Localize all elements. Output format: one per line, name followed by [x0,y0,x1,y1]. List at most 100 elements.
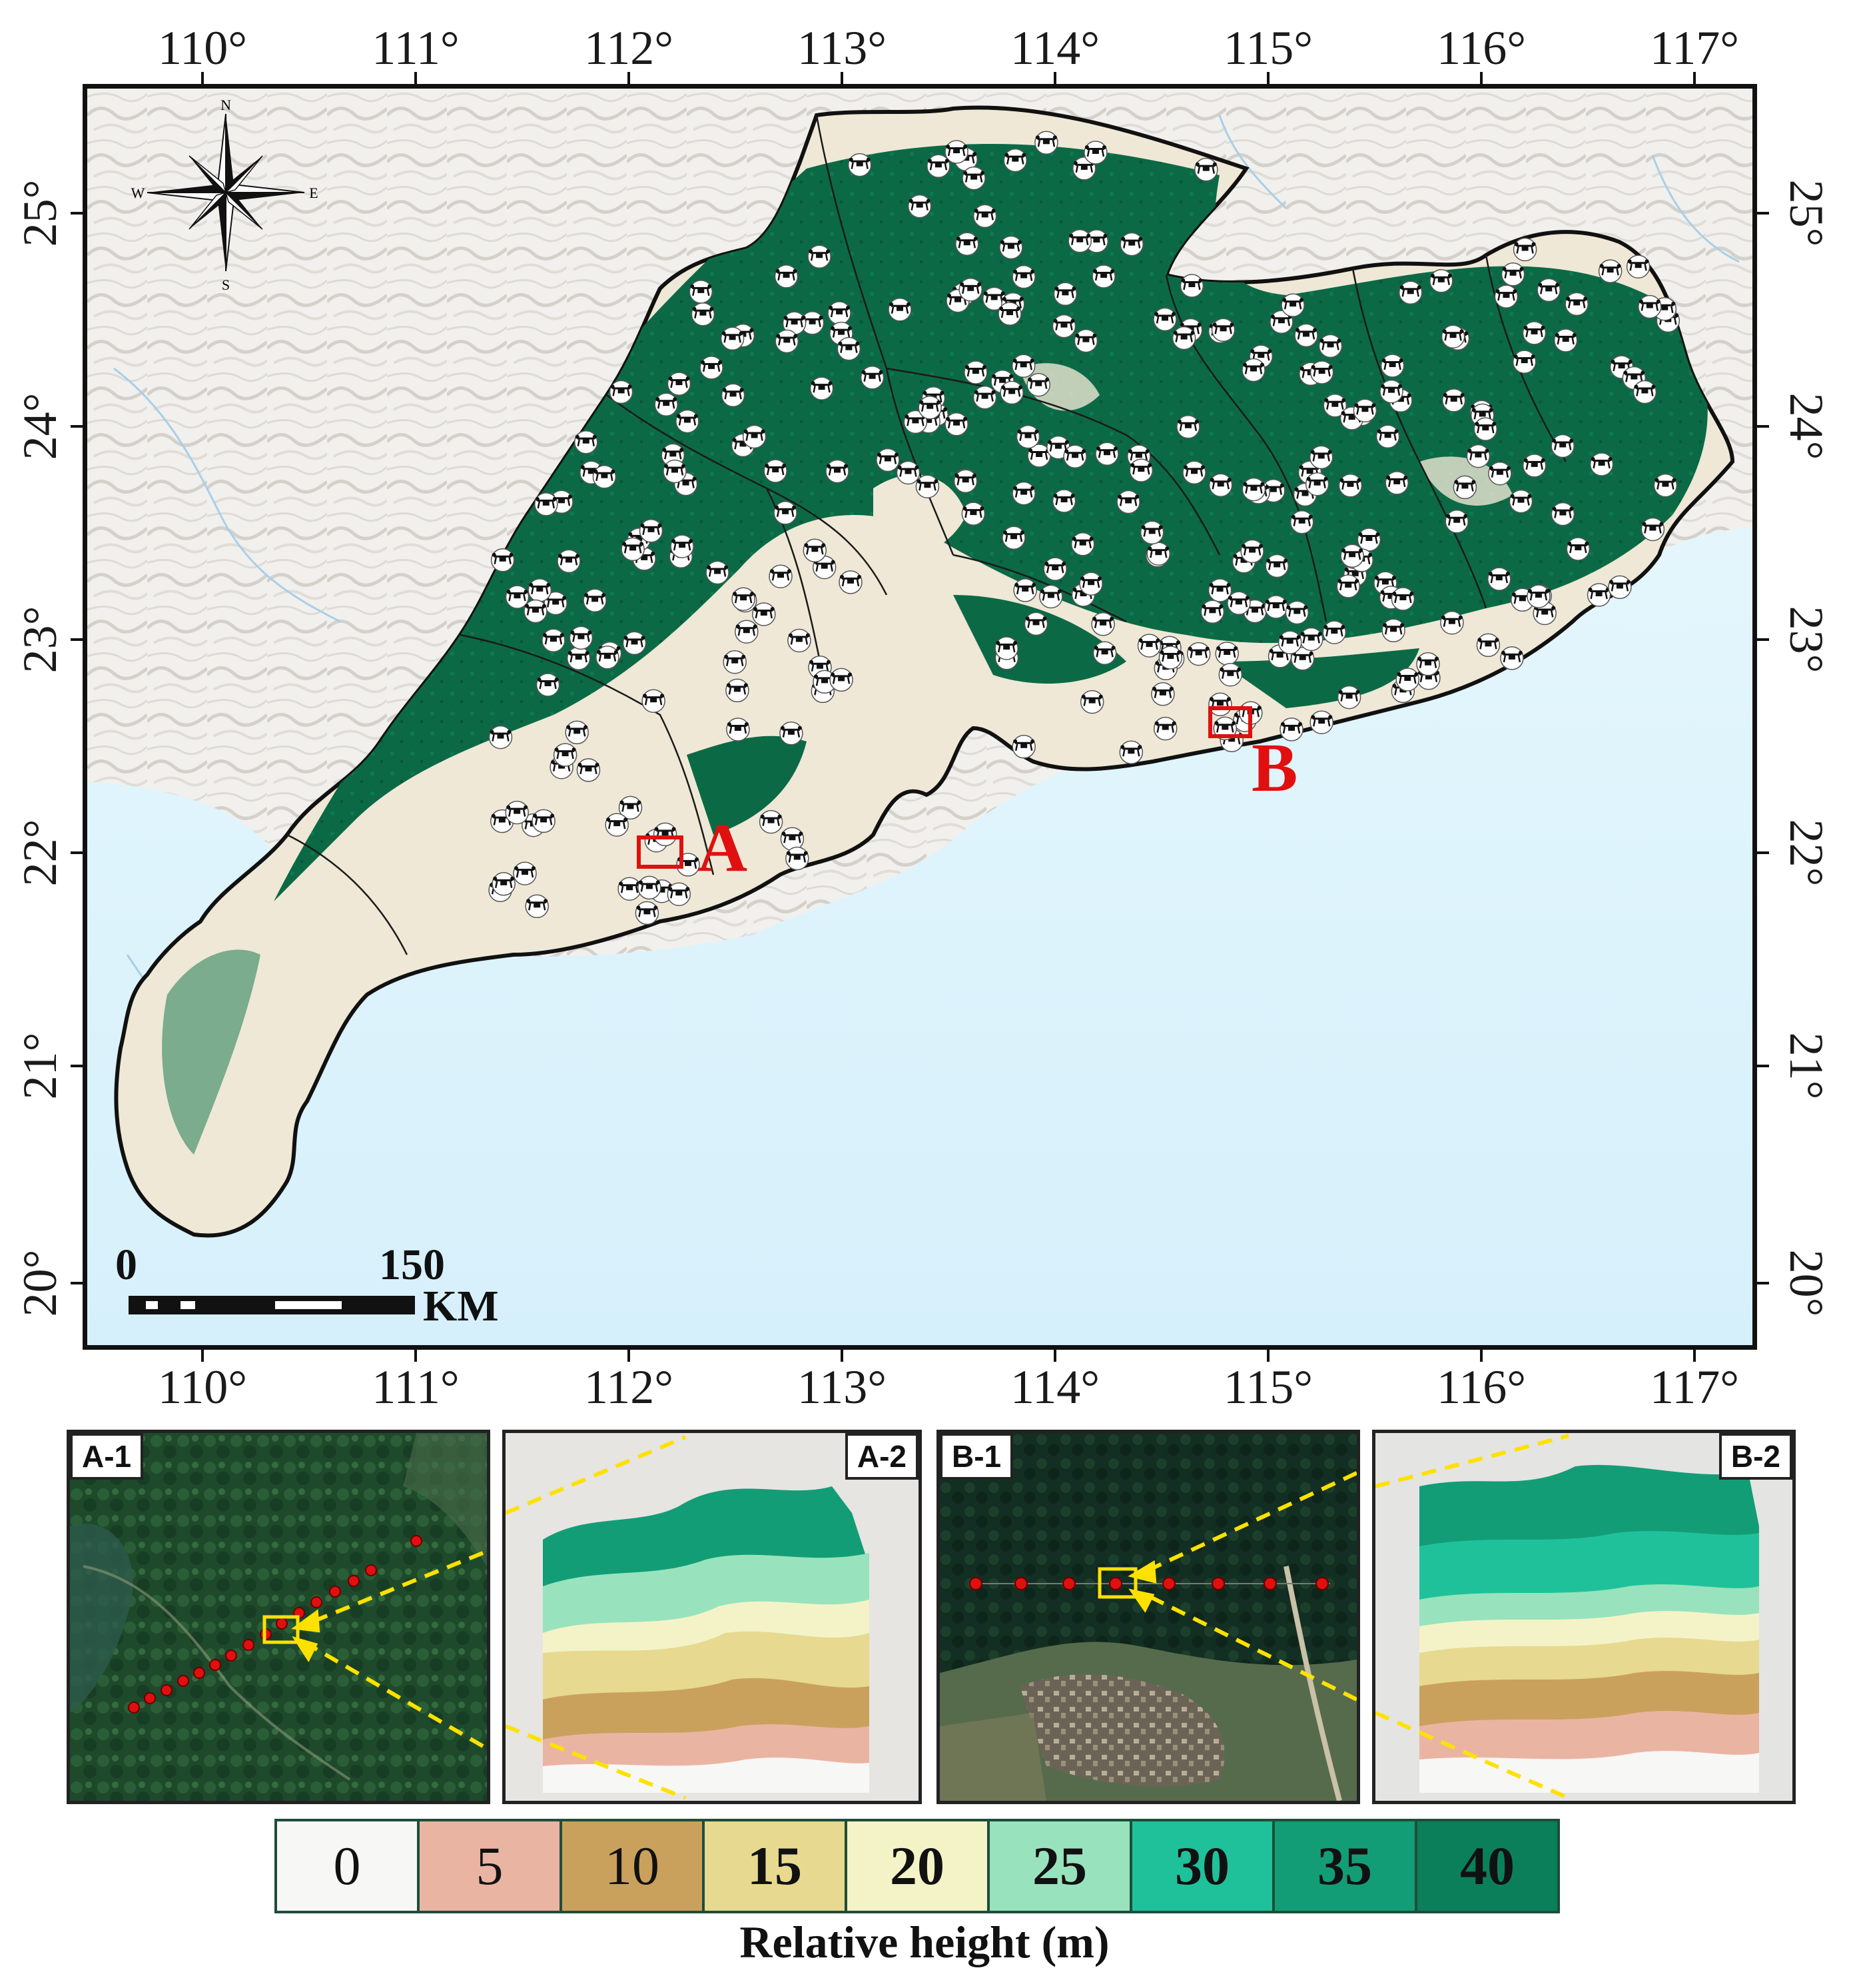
drone-icon [1638,294,1662,319]
drone-icon [1002,526,1026,550]
drone-icon [809,376,834,400]
drone-icon [807,245,831,268]
drone-icon [1016,424,1040,449]
inset-label-b2: B-2 [1718,1433,1792,1480]
drone-icon [1553,328,1578,352]
drone-icon [1084,141,1108,165]
main-map: N S E W A B 0 150 KM [83,84,1757,1350]
drone-icon [1290,510,1314,534]
drone-icon [1338,474,1363,498]
drone-icon [752,602,776,626]
drone-icon [1501,262,1525,286]
drone-icon [1208,578,1232,602]
drone-icon [1476,633,1501,658]
compass-n: N [220,97,231,113]
drone-icon [705,560,729,585]
site-box-b [1208,706,1252,738]
drone-icon [1305,472,1329,496]
legend-class-5: 5 [417,1819,562,1913]
drone-icon [524,599,548,624]
drone-icon [1278,630,1302,654]
drone-icon [1194,157,1218,182]
drone-icon [1011,354,1036,378]
drone-icon [1294,323,1318,348]
b1-sample-points [969,1577,1329,1590]
scale-end: 150 [379,1241,445,1289]
drone-icon [763,459,787,483]
drone-icon [1265,554,1289,578]
drone-icon [667,882,691,906]
a1-arrows [291,1551,484,1748]
drone-icon [1380,354,1405,378]
compass-s: S [222,276,230,293]
drone-icon [774,264,799,288]
drone-icon [1429,269,1453,293]
drone-icon [742,424,767,449]
drone-icon [773,501,797,525]
drone-icon [1242,477,1266,502]
drone-icon [926,154,950,179]
drone-icon [592,464,617,489]
drone-icon [1146,542,1171,566]
drone-icon [574,430,598,454]
drone-icon [557,549,581,574]
drone-icon [1309,445,1333,470]
drone-icon [595,646,619,670]
drone-icon [972,204,997,229]
drone-icon [962,166,986,191]
drone-icon [839,570,863,594]
inset-label-a1: A-1 [70,1433,144,1480]
drone-icon [1441,388,1466,412]
inset-a1-image [70,1433,487,1801]
drone-icon [1416,652,1440,676]
drone-icon [1227,591,1251,616]
drone-icon [999,235,1023,260]
drone-icon [617,877,641,901]
drone-icon [1598,259,1623,283]
drone-icon [667,372,691,396]
drone-icon [654,392,678,416]
drone-icon [699,356,723,380]
drone-icon [1068,229,1092,253]
drone-icon [1522,454,1547,478]
drone-icon [1336,574,1360,598]
drone-icon [1137,634,1162,658]
drone-icon [1441,324,1465,348]
legend-value-25: 25 [1032,1835,1087,1896]
drone-icon [1353,398,1377,422]
drone-icon [1290,647,1315,671]
lon-label-top-117: 117° [1649,21,1740,75]
drone-icon [720,326,745,351]
drone-icon [565,720,589,745]
drone-icon [528,578,552,602]
drone-icon [1043,557,1067,581]
lon-label-bottom-110: 110° [157,1360,248,1414]
drone-icon [896,460,921,485]
drone-icon [907,194,932,219]
drone-icon [1357,528,1381,552]
legend-value-10: 10 [605,1835,659,1896]
legend-value-20: 20 [890,1835,944,1896]
legend-class-30: 30 [1130,1819,1275,1913]
drone-icon [1445,509,1469,534]
drone-icon [1063,444,1087,469]
legend-class-15: 15 [702,1819,847,1913]
drone-icon [621,537,645,562]
drone-icon [670,534,694,558]
drone-icon [1566,537,1591,561]
scale-unit: KM [423,1282,499,1330]
drone-icon [1003,148,1028,173]
drone-icon [1092,264,1116,288]
drone-icon [1070,532,1095,556]
drone-icon [675,409,699,434]
lon-label-top-111: 111° [372,21,460,75]
inset-b1: B-1 [936,1430,1360,1804]
b2-height-bands [1419,1464,1759,1793]
drone-icon [1140,520,1164,545]
drone-icon [731,587,755,611]
drone-icon [1242,358,1266,382]
drone-icon [994,636,1018,660]
drone-icon [1513,237,1537,262]
legend-class-0: 0 [274,1819,420,1913]
drone-icon [691,302,715,326]
